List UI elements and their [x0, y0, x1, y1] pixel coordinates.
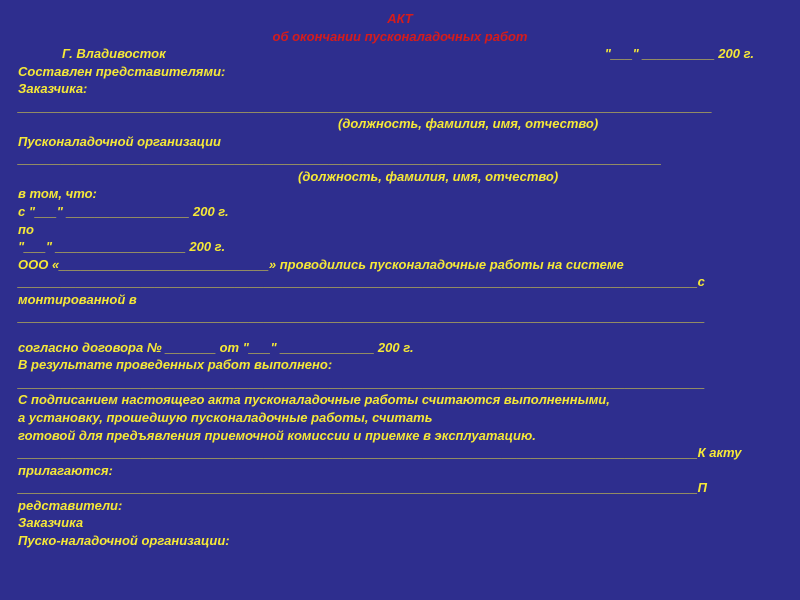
doc-title-line2: об окончании пусконаладочных работ — [18, 28, 782, 46]
doc-title-line1: АКТ — [18, 10, 782, 28]
gap-1 — [18, 326, 782, 339]
contract-line: согласно договора № _______ от "___" ___… — [18, 339, 782, 357]
ready-line: готовой для предъявления приемочной коми… — [18, 427, 782, 445]
city: Г. Владивосток — [62, 45, 166, 63]
header-date: "___" __________ 200 г. — [605, 45, 754, 63]
result-line: В результате проведенных работ выполнено… — [18, 356, 782, 391]
install-line: а установку, прошедшую пусконаладочные р… — [18, 409, 782, 427]
spacer — [166, 45, 605, 63]
blank-line-1: ________________________________________… — [18, 98, 782, 116]
org2: Пуско-наладочной организации: — [18, 532, 782, 550]
org-label: Пусконаладочной организации — [18, 133, 782, 151]
blank-line-2: ________________________________________… — [18, 150, 782, 168]
date-to: "___" __________________ 200 г. — [18, 238, 782, 256]
in-that: в том, что: — [18, 185, 782, 203]
customer-label: Заказчика: — [18, 80, 782, 98]
sign-line: С подписанием настоящего акта пусконалад… — [18, 391, 782, 409]
date-from: с "___" _________________ 200 г. — [18, 203, 782, 221]
position-caption-1: (должность, фамилия, имя, отчество) — [18, 115, 782, 133]
row-city-date: Г. Владивосток "___" __________ 200 г. — [18, 45, 782, 63]
position-caption-2: (должность, фамилия, имя, отчество) — [18, 168, 782, 186]
customer2: Заказчика — [18, 514, 782, 532]
ooo-block: ООО «_____________________________» пров… — [18, 256, 782, 326]
date-to-label: по — [18, 221, 782, 239]
reps-line: ________________________________________… — [18, 479, 782, 514]
attach-line: ________________________________________… — [18, 444, 782, 479]
composed-by: Составлен представителями: — [18, 63, 782, 81]
